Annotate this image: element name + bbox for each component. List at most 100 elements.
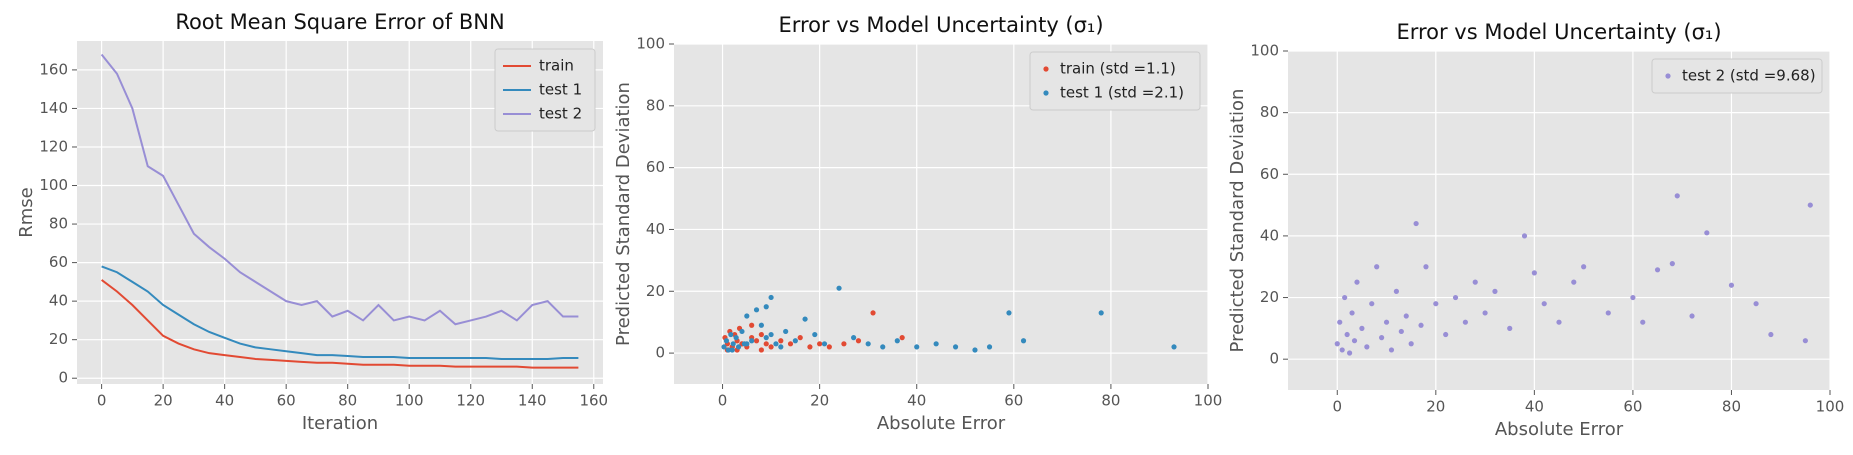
data-point bbox=[1605, 310, 1611, 316]
data-point bbox=[1492, 288, 1498, 294]
data-point bbox=[744, 341, 750, 347]
data-point bbox=[1753, 301, 1759, 307]
legend-label: train (std =1.1) bbox=[1060, 60, 1176, 78]
data-point bbox=[768, 331, 774, 338]
y-tick-label: 80 bbox=[49, 215, 68, 233]
y-tick-label: 60 bbox=[646, 158, 665, 176]
data-point bbox=[899, 335, 905, 341]
data-point bbox=[1689, 313, 1695, 319]
data-point bbox=[1346, 350, 1353, 356]
data-point bbox=[1630, 294, 1636, 301]
data-point bbox=[763, 335, 769, 341]
data-point bbox=[1521, 233, 1528, 239]
data-point bbox=[1369, 301, 1375, 307]
y-tick-label: 80 bbox=[646, 96, 665, 114]
data-point bbox=[1379, 335, 1385, 341]
legend-box bbox=[494, 48, 596, 132]
data-line bbox=[100, 53, 579, 326]
data-point bbox=[1571, 279, 1577, 285]
data-point bbox=[768, 344, 774, 350]
data-point bbox=[728, 331, 734, 338]
legend-swatch bbox=[1043, 90, 1049, 96]
data-point bbox=[865, 341, 871, 347]
x-tick-label: 160 bbox=[579, 392, 608, 410]
data-point bbox=[1482, 310, 1488, 316]
y-tick-label: 0 bbox=[1269, 350, 1279, 368]
data-point bbox=[758, 331, 764, 338]
data-point bbox=[1541, 301, 1547, 307]
data-point bbox=[1388, 347, 1395, 353]
x-tick-label: 20 bbox=[810, 392, 829, 410]
legend-label: test 2 bbox=[539, 105, 582, 123]
data-point bbox=[1171, 344, 1177, 350]
data-point bbox=[812, 331, 818, 338]
data-point bbox=[1351, 338, 1358, 344]
y-tick-label: 120 bbox=[39, 137, 68, 155]
x-tick-label: 100 bbox=[1194, 392, 1223, 410]
data-point bbox=[1364, 344, 1370, 350]
data-point bbox=[1452, 294, 1459, 301]
legend-swatch bbox=[1665, 73, 1671, 79]
data-point bbox=[721, 344, 727, 350]
x-axis-label: Iteration bbox=[302, 413, 378, 434]
data-point bbox=[729, 347, 735, 353]
data-point bbox=[1472, 279, 1478, 285]
legend-label: test 1 bbox=[539, 81, 582, 99]
data-point bbox=[1531, 270, 1537, 276]
legend-swatch bbox=[1043, 66, 1049, 72]
y-tick-label: 20 bbox=[1260, 288, 1279, 306]
x-tick-label: 0 bbox=[97, 392, 107, 410]
data-point bbox=[914, 344, 920, 350]
y-axis-label: Rmse bbox=[16, 187, 37, 238]
plot-area bbox=[1288, 51, 1830, 390]
data-line bbox=[101, 265, 579, 360]
legend-box bbox=[1029, 51, 1201, 111]
y-tick-label: 100 bbox=[636, 35, 665, 53]
x-tick-label: 120 bbox=[456, 392, 485, 410]
y-tick-label: 160 bbox=[39, 60, 68, 78]
y-tick-label: 0 bbox=[58, 369, 68, 387]
data-point bbox=[1418, 322, 1424, 328]
x-tick-label: 40 bbox=[907, 392, 926, 410]
y-tick-label: 40 bbox=[1260, 226, 1279, 244]
data-point bbox=[807, 344, 813, 350]
data-point bbox=[1581, 264, 1587, 270]
data-point bbox=[802, 316, 808, 322]
data-point bbox=[778, 344, 784, 350]
data-point bbox=[749, 338, 755, 344]
y-tick-label: 80 bbox=[1260, 103, 1279, 121]
x-tick-label: 140 bbox=[518, 392, 547, 410]
x-tick-label: 80 bbox=[1722, 398, 1741, 416]
data-point bbox=[1337, 319, 1343, 325]
x-tick-label: 0 bbox=[718, 392, 728, 410]
chart-title: Root Mean Square Error of BNN bbox=[175, 10, 504, 34]
chart-title: Error vs Model Uncertainty (σ₁) bbox=[1396, 20, 1721, 44]
data-point bbox=[855, 338, 862, 344]
data-point bbox=[1359, 325, 1365, 331]
data-point bbox=[763, 341, 769, 347]
data-point bbox=[1334, 341, 1340, 347]
data-point bbox=[758, 322, 764, 328]
y-tick-label: 40 bbox=[646, 220, 665, 238]
x-tick-label: 80 bbox=[1101, 392, 1120, 410]
data-point bbox=[1507, 325, 1513, 331]
data-point bbox=[749, 322, 755, 328]
y-tick-label: 60 bbox=[1260, 165, 1279, 183]
data-point bbox=[1654, 267, 1661, 273]
data-point bbox=[1704, 230, 1710, 236]
y-tick-label: 0 bbox=[655, 344, 665, 362]
data-point bbox=[1339, 347, 1345, 353]
data-point bbox=[1383, 319, 1390, 325]
data-point bbox=[730, 341, 736, 347]
y-tick-label: 100 bbox=[1250, 42, 1279, 60]
data-point bbox=[1423, 264, 1429, 270]
data-point bbox=[826, 344, 832, 350]
x-axis-label: Absolute Error bbox=[877, 413, 1006, 434]
y-tick-label: 100 bbox=[39, 176, 68, 194]
data-point bbox=[880, 344, 886, 350]
y-tick-label: 140 bbox=[39, 99, 68, 117]
data-point bbox=[787, 341, 794, 347]
data-point bbox=[870, 310, 876, 316]
data-point bbox=[744, 313, 750, 319]
data-point bbox=[1020, 338, 1027, 344]
